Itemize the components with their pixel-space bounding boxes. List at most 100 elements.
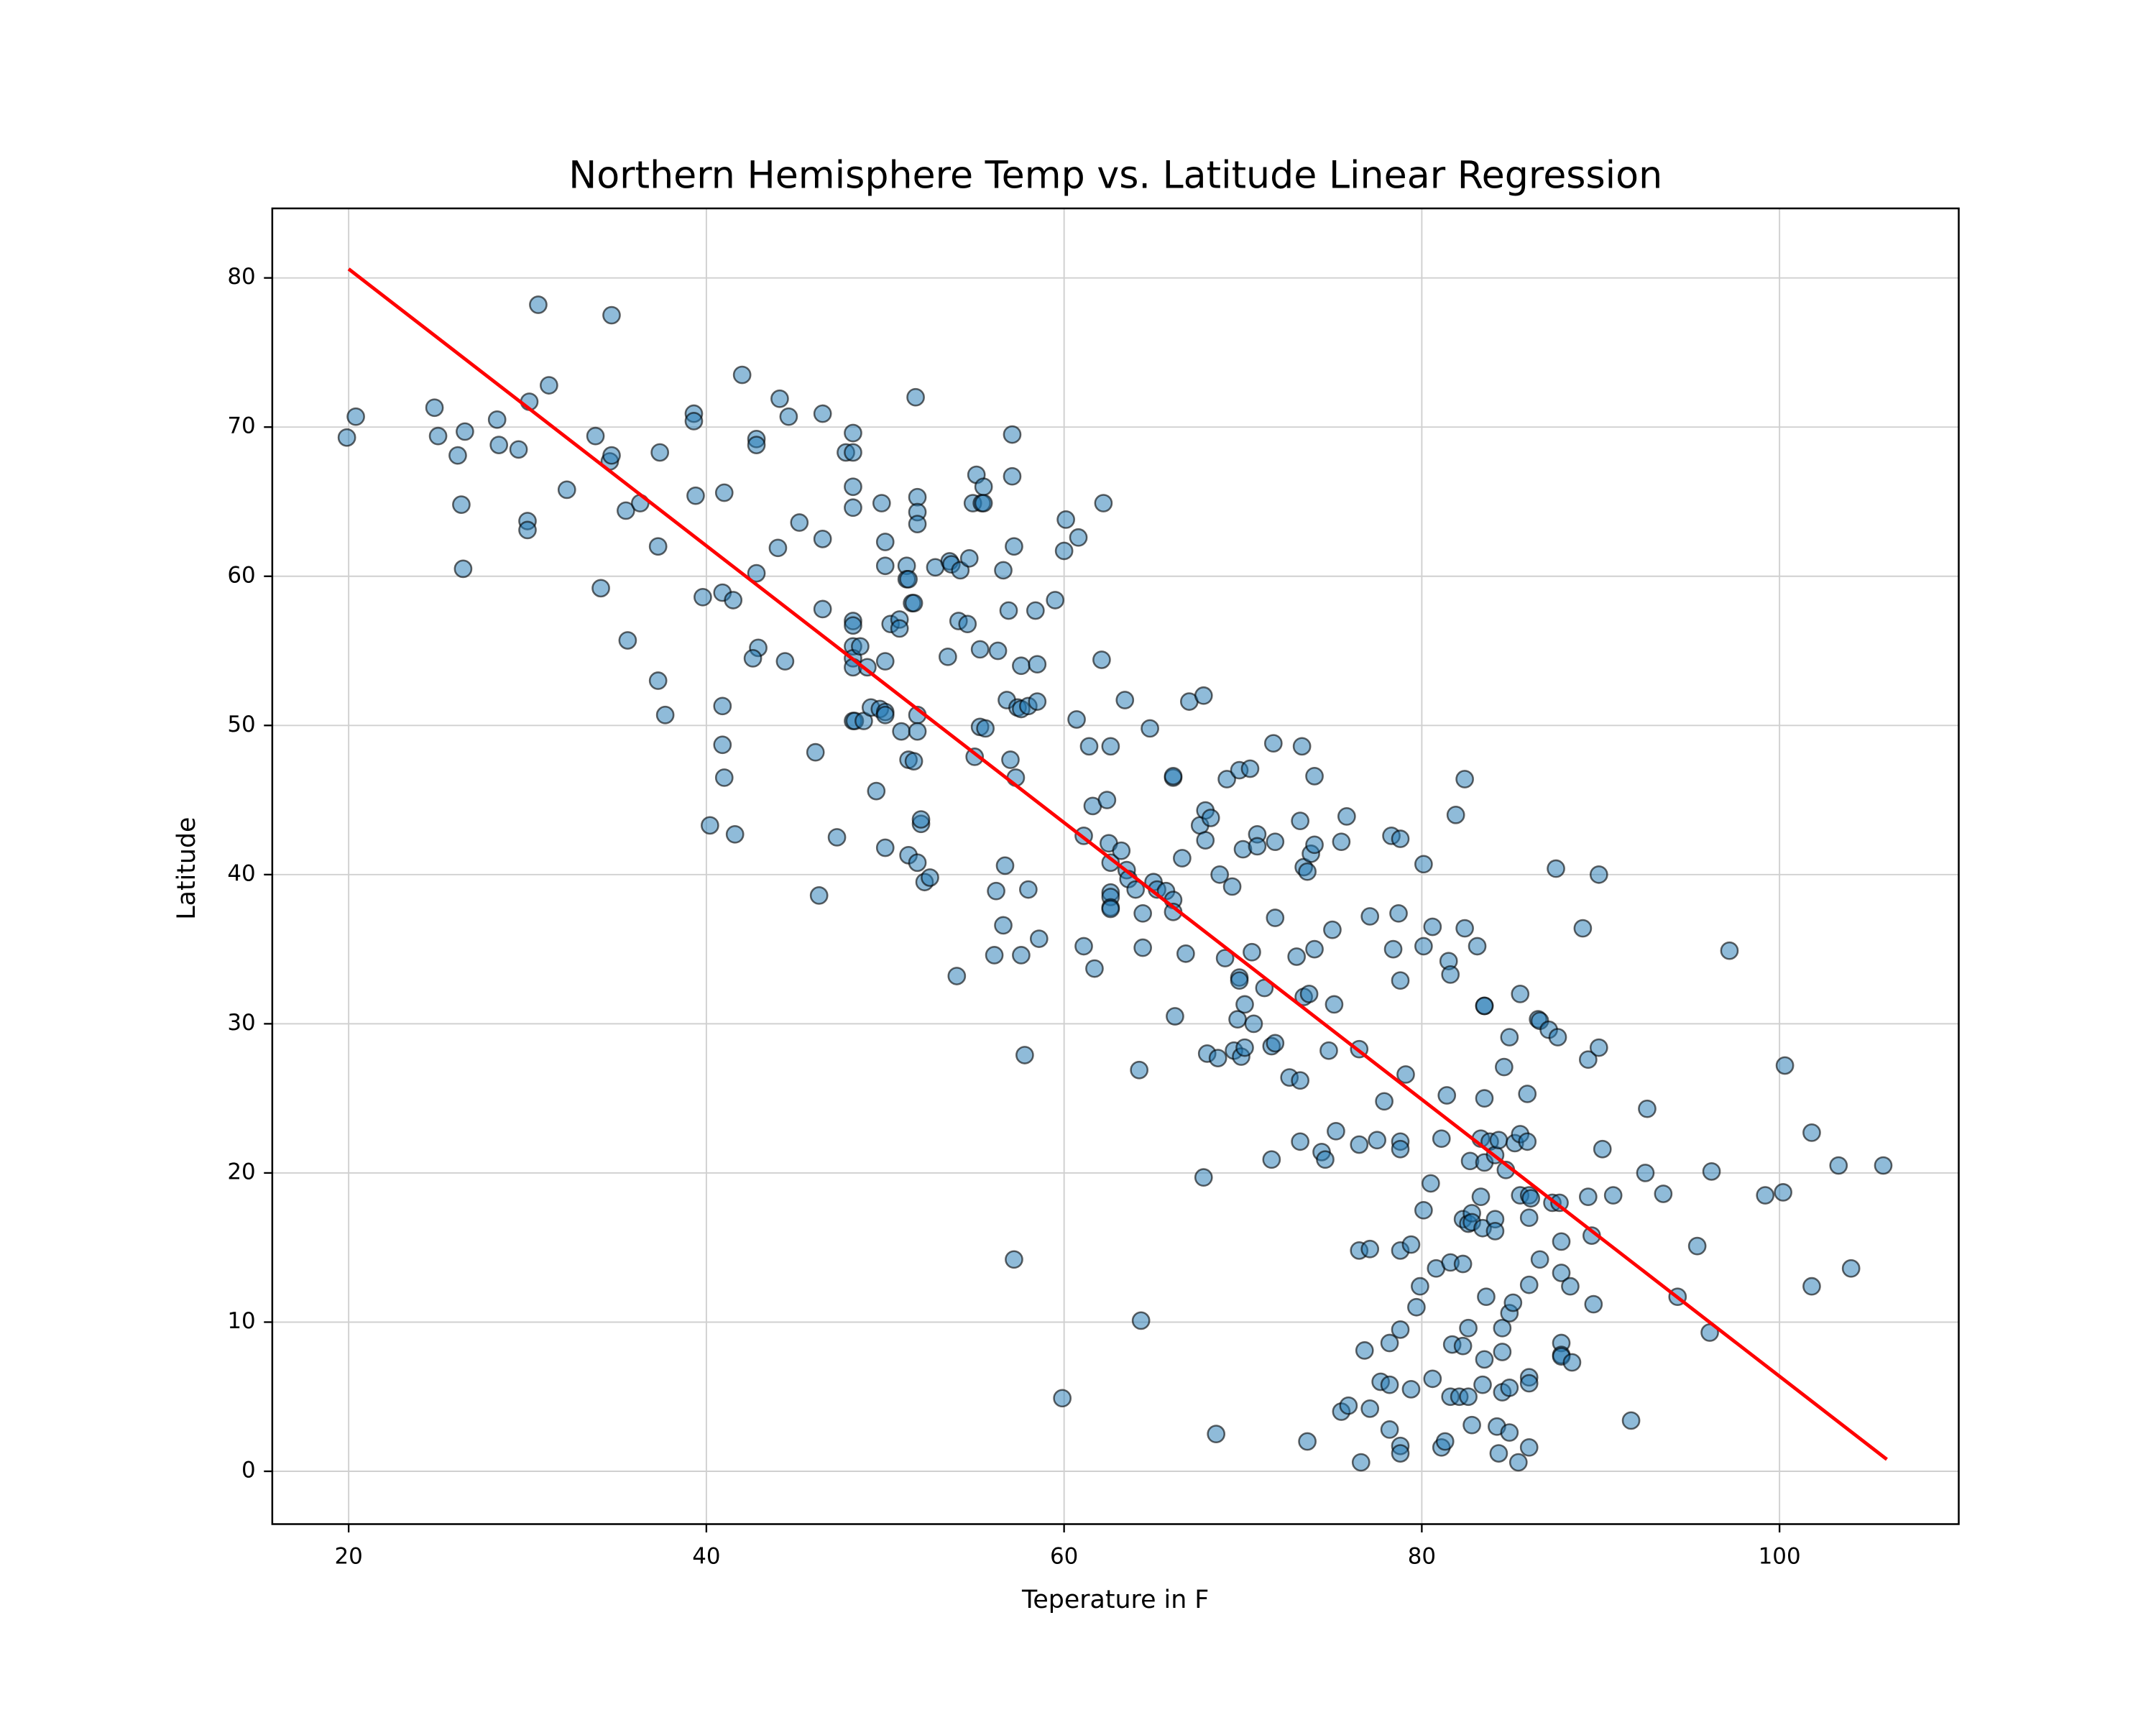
x-tick-label: 100 — [1759, 1543, 1801, 1569]
scatter-point — [1291, 1071, 1310, 1090]
scatter-point — [743, 649, 763, 668]
scatter-point — [1141, 719, 1159, 738]
scatter-point — [775, 652, 795, 671]
scatter-point — [618, 631, 637, 650]
scatter-point — [770, 389, 789, 408]
scatter-point — [875, 533, 895, 551]
scatter-point — [1475, 1350, 1494, 1369]
scatter-point — [790, 513, 809, 532]
scatter-point — [1500, 1378, 1519, 1397]
scatter-point — [976, 719, 995, 738]
scatter-point — [1029, 929, 1049, 948]
scatter-point — [1210, 865, 1230, 884]
scatter-point — [1325, 995, 1344, 1014]
scatter-point — [875, 838, 895, 857]
scatter-point — [747, 564, 766, 583]
scatter-point — [1441, 965, 1460, 984]
y-tick-label: 10 — [227, 1308, 255, 1334]
scatter-point — [875, 556, 895, 576]
scatter-point — [1437, 1086, 1457, 1105]
scatter-point — [1287, 947, 1307, 966]
scatter-point — [1166, 1007, 1184, 1026]
scatter-point — [1475, 1089, 1494, 1108]
scatter-point — [1319, 1041, 1338, 1060]
scatter-point — [1702, 1162, 1721, 1181]
scatter-point — [1756, 1186, 1775, 1205]
scatter-point — [487, 410, 507, 429]
scatter-point — [1414, 1200, 1433, 1220]
scatter-point — [1471, 1187, 1491, 1206]
scatter-point — [686, 486, 705, 505]
scatter-point — [1176, 944, 1195, 963]
scatter-point — [456, 422, 474, 441]
scatter-point — [1519, 1438, 1539, 1457]
scatter-point — [714, 768, 734, 787]
scatter-point — [1339, 1396, 1358, 1415]
scatter-point — [1215, 949, 1235, 967]
scatter-point — [994, 916, 1013, 935]
scatter-point — [813, 404, 832, 423]
scatter-point — [768, 538, 788, 558]
scatter-point — [617, 501, 635, 520]
scatter-point — [1028, 692, 1047, 711]
x-axis-label: Teperature in F — [1021, 1586, 1209, 1614]
scatter-point — [1092, 650, 1111, 669]
scatter-point — [1552, 1264, 1571, 1282]
scatter-point — [1012, 946, 1031, 965]
scatter-point — [648, 537, 668, 556]
scatter-point — [813, 530, 832, 548]
x-tick-label: 80 — [1408, 1543, 1436, 1569]
scatter-point — [1054, 541, 1074, 561]
y-tick-label: 70 — [227, 413, 255, 439]
scatter-point — [844, 498, 862, 518]
chart-title: Northern Hemisphere Temp vs. Latitude Li… — [568, 154, 1662, 197]
scatter-point — [1291, 1132, 1310, 1151]
scatter-point — [1493, 1343, 1512, 1361]
scatter-point — [813, 599, 832, 619]
scatter-point — [1305, 767, 1324, 786]
scatter-point — [970, 640, 990, 659]
scatter-point — [1235, 1038, 1254, 1057]
scatter-point — [557, 480, 576, 500]
scatter-point — [1521, 1189, 1541, 1208]
scatter-point — [1240, 759, 1260, 778]
scatter-point — [1360, 1239, 1380, 1259]
scatter-point — [1503, 1293, 1523, 1312]
scatter-point — [1391, 829, 1410, 848]
scatter-point — [1401, 1235, 1421, 1254]
scatter-point — [1589, 865, 1608, 884]
scatter-point — [1473, 1375, 1492, 1394]
scatter-point — [1101, 737, 1120, 756]
scatter-point — [1046, 591, 1065, 610]
scatter-point — [1562, 1353, 1582, 1372]
scatter-point — [1455, 919, 1474, 938]
scatter-point — [1207, 1425, 1226, 1443]
scatter-point — [1401, 1380, 1421, 1399]
scatter-point — [1561, 1276, 1580, 1296]
scatter-point — [1687, 1236, 1707, 1256]
scatter-point — [844, 477, 862, 497]
scatter-point — [1774, 1183, 1792, 1202]
scatter-point — [899, 570, 918, 589]
scatter-point — [809, 886, 829, 905]
scatter-point — [1112, 841, 1131, 860]
scatter-point — [1654, 1184, 1673, 1203]
scatter-point — [911, 810, 931, 829]
scatter-point — [1094, 494, 1113, 512]
scatter-point — [602, 446, 621, 465]
scatter-point — [1380, 1420, 1399, 1439]
scatter-point — [806, 742, 825, 762]
scatter-point — [1391, 1320, 1410, 1339]
scatter-point — [425, 398, 444, 418]
scatter-point — [1621, 1411, 1641, 1430]
scatter-point — [1235, 995, 1254, 1014]
scatter-point — [827, 828, 847, 847]
scatter-point — [1015, 1046, 1034, 1064]
y-tick-label: 60 — [227, 562, 255, 588]
scatter-point — [1500, 1423, 1519, 1442]
scatter-point — [1493, 1318, 1512, 1338]
scatter-point — [1074, 937, 1093, 956]
scatter-point — [1459, 1387, 1478, 1407]
scatter-point — [1593, 1139, 1612, 1159]
